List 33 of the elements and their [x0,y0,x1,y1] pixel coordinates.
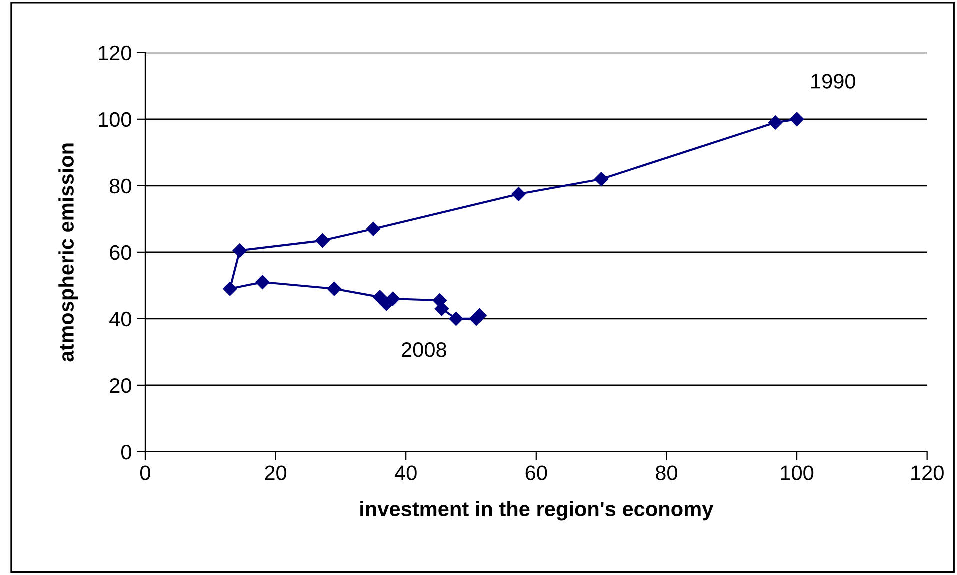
x-tick-label: 120 [912,466,944,480]
y-tick-label: 100 [99,112,132,128]
point [594,172,609,186]
y-axis-title: atmospheric emission [58,144,78,362]
point [256,275,270,290]
x-tick-label: 0 [140,466,150,480]
point [372,290,388,304]
y-tick-label: 40 [110,312,132,327]
y-tick-label: 20 [110,378,132,394]
x-tick-label: 40 [394,466,417,480]
x-tick-label: 20 [265,466,287,480]
annotation: 1990 [812,74,856,89]
y-tick-label: 120 [99,46,132,61]
annotation: 2008 [402,342,446,358]
point [327,282,342,296]
point [449,312,464,326]
y-tick-label: 80 [110,178,132,194]
x-tick-label: 80 [656,466,678,480]
x-axis-title: investment in the region's economy [360,501,714,521]
point [316,234,330,248]
point [386,292,400,306]
point [768,116,783,130]
point [790,112,804,126]
x-tick-label: 60 [526,466,548,480]
y-tick-label: 60 [110,245,132,260]
point [232,244,248,258]
point [472,308,487,323]
x-tick-label: 100 [781,466,814,480]
point [434,302,449,316]
point [512,187,526,202]
point [366,222,381,236]
y-tick-label: 0 [122,444,132,460]
point [223,282,238,296]
